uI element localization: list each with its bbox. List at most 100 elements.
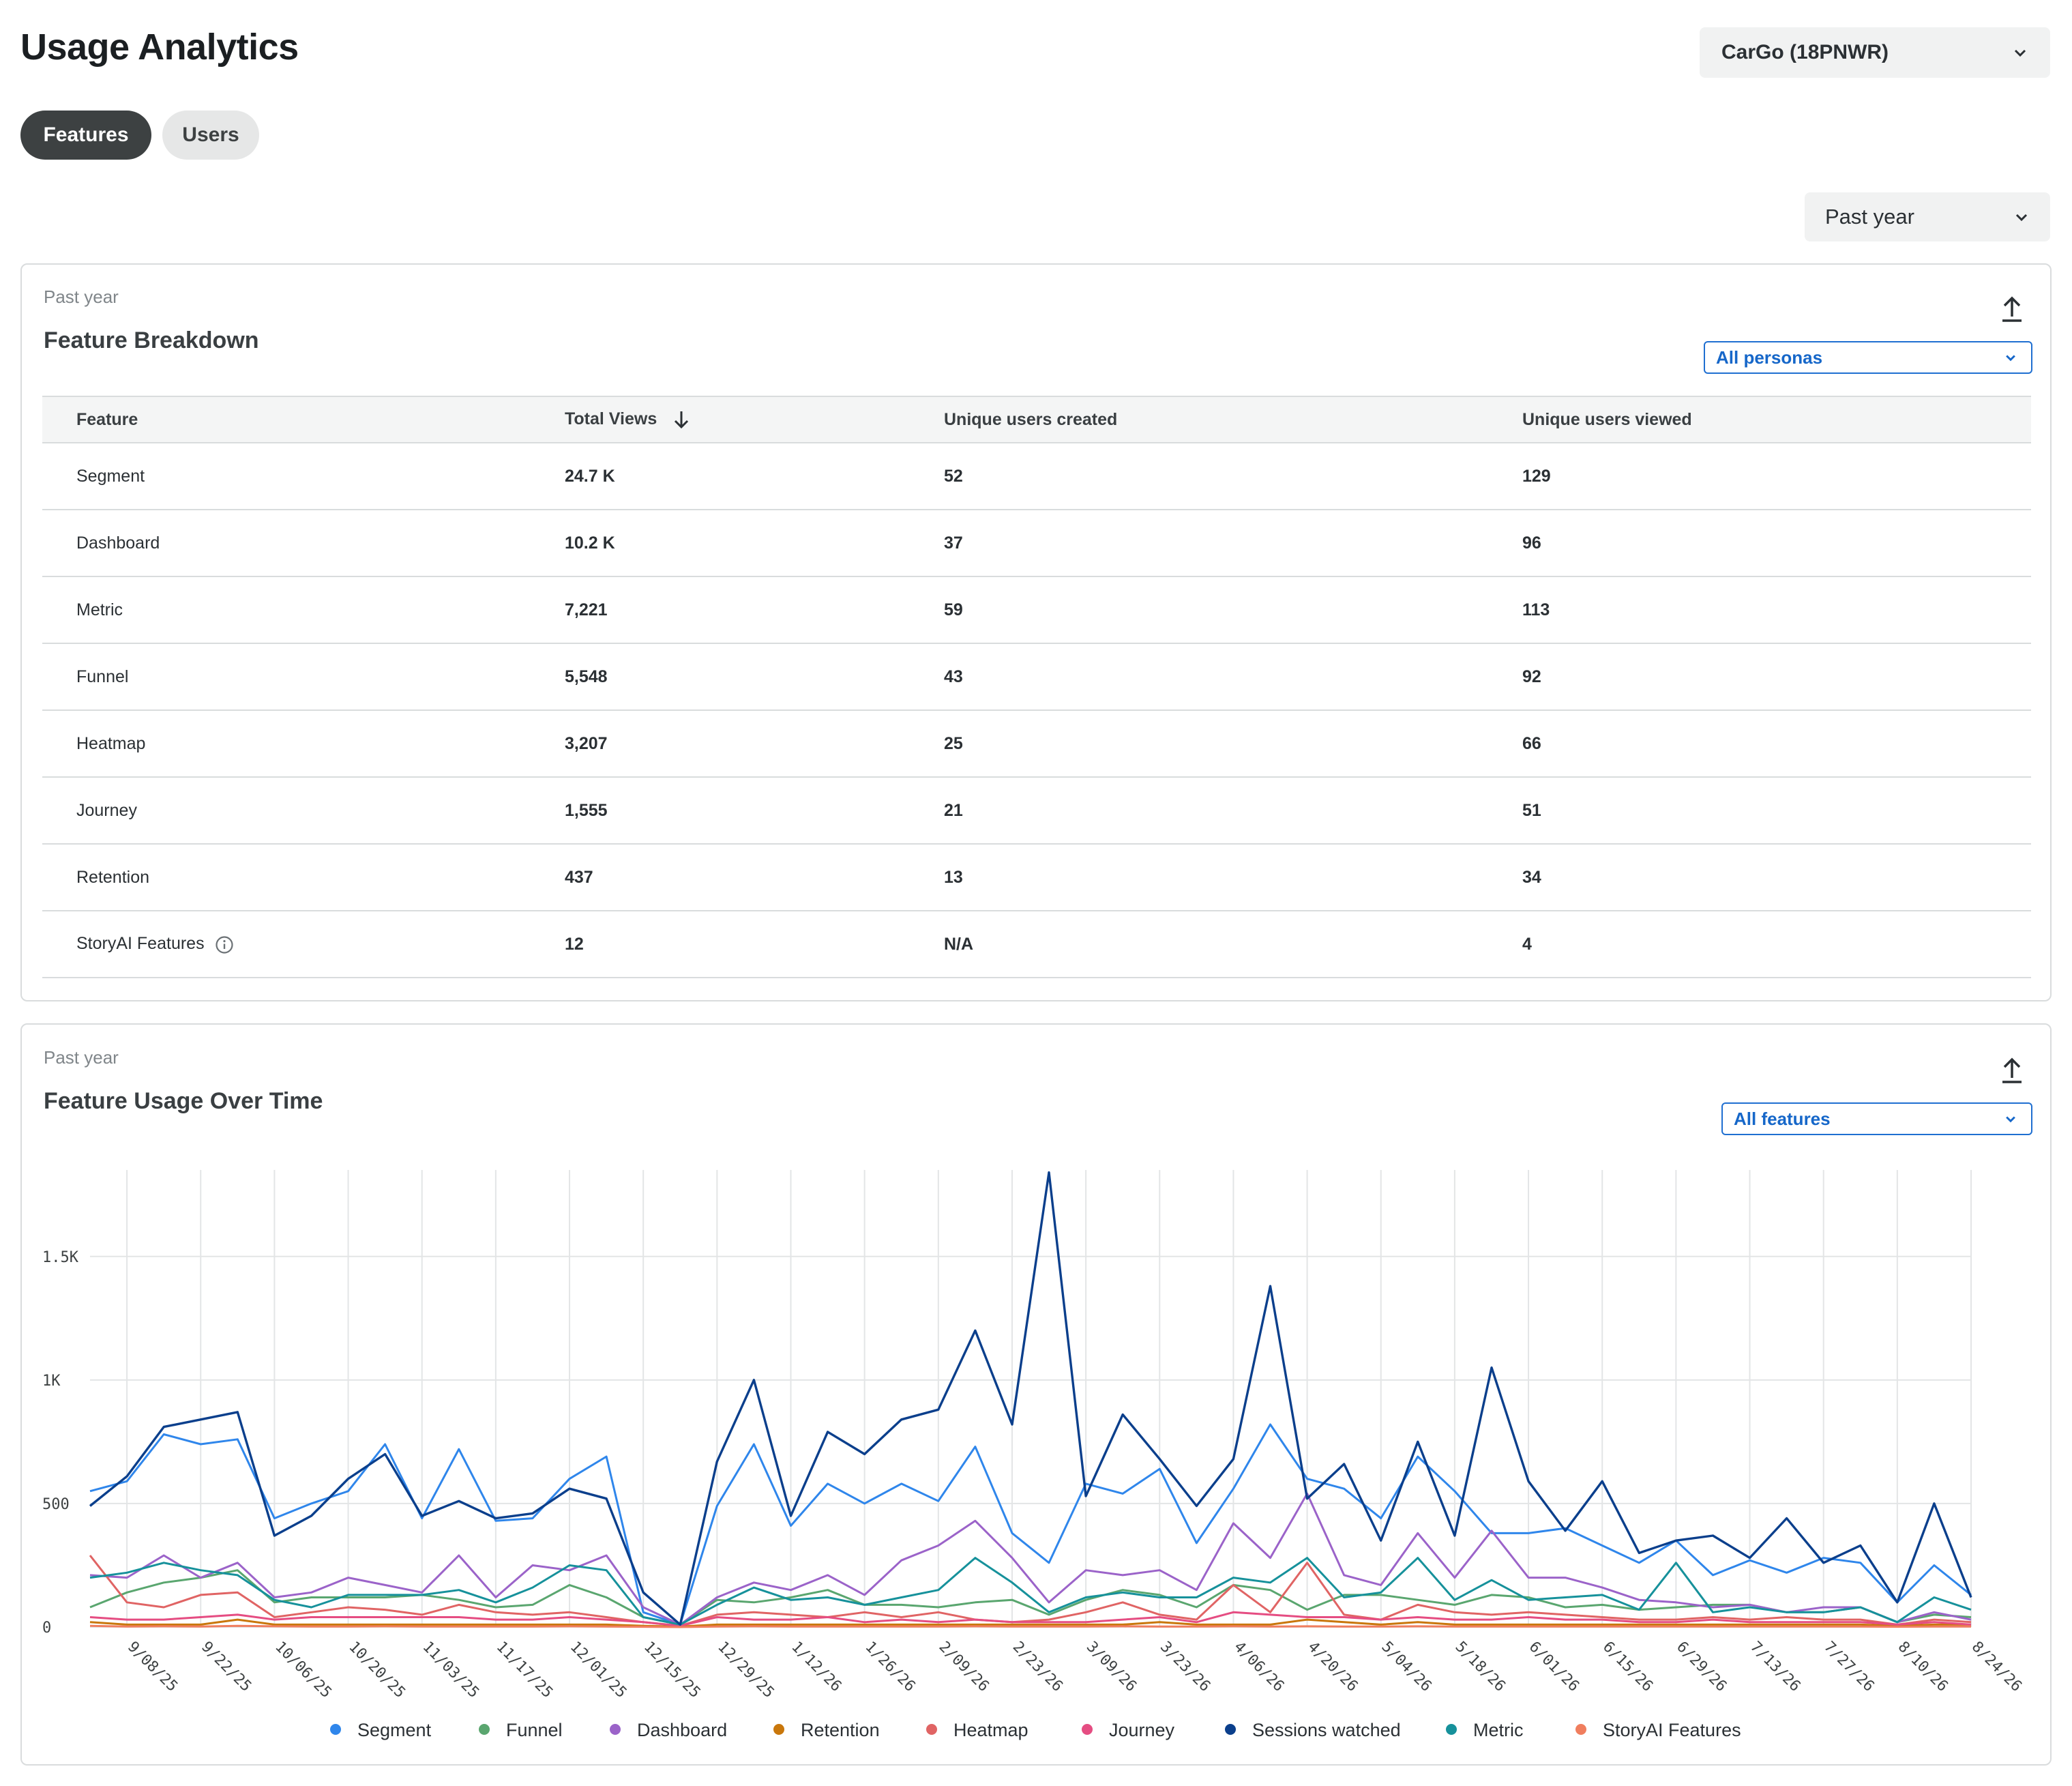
legend-item-dashboard[interactable]: Dashboard xyxy=(610,1720,727,1740)
legend-label: Segment xyxy=(357,1720,432,1740)
x-tick-label: 2/09/26 xyxy=(936,1639,992,1695)
x-tick-label: 6/01/26 xyxy=(1526,1639,1582,1695)
cell-unique-viewed: 92 xyxy=(1522,643,2031,711)
x-tick-label: 6/15/26 xyxy=(1599,1639,1656,1695)
cell-unique-created: 52 xyxy=(944,443,1522,510)
cell-feature: StoryAI Features xyxy=(42,911,565,978)
app-selector-dropdown[interactable]: CarGo (18PNWR) xyxy=(1700,27,2050,78)
series-line-heatmap xyxy=(89,1555,1972,1627)
cell-total-views: 5,548 xyxy=(565,643,944,711)
cell-unique-created: 43 xyxy=(944,643,1522,711)
legend-dot xyxy=(330,1724,341,1735)
table-row[interactable]: Metric 7,221 59 113 xyxy=(42,576,2031,644)
table-row[interactable]: Funnel 5,548 43 92 xyxy=(42,643,2031,711)
x-tick-label: 2/23/26 xyxy=(1009,1639,1066,1695)
legend-label: Funnel xyxy=(506,1720,563,1740)
breakdown-title: Feature Breakdown xyxy=(44,327,259,353)
cell-unique-viewed: 51 xyxy=(1522,777,2031,845)
legend-item-metric[interactable]: Metric xyxy=(1446,1720,1524,1740)
table-row[interactable]: Journey 1,555 21 51 xyxy=(42,777,2031,845)
table-row[interactable]: StoryAI Features 12 N/A 4 xyxy=(42,911,2031,978)
tab-features[interactable]: Features xyxy=(20,111,151,160)
cell-unique-viewed: 129 xyxy=(1522,443,2031,510)
table-row[interactable]: Segment 24.7 K 52 129 xyxy=(42,443,2031,510)
x-tick-label: 6/29/26 xyxy=(1673,1639,1730,1695)
page-title: Usage Analytics xyxy=(20,27,299,68)
info-icon[interactable] xyxy=(215,935,234,954)
legend-item-retention[interactable]: Retention xyxy=(773,1720,880,1740)
chevron-down-icon xyxy=(2006,1116,2015,1123)
x-tick-label: 11/03/25 xyxy=(419,1639,482,1702)
export-icon[interactable] xyxy=(1998,295,2026,325)
y-tick-label: 0 xyxy=(42,1620,51,1637)
time-range-dropdown[interactable]: Past year xyxy=(1805,192,2050,241)
x-tick-label: 5/04/26 xyxy=(1378,1639,1435,1695)
column-header-unique-created[interactable]: Unique users created xyxy=(944,396,1522,443)
legend-item-funnel[interactable]: Funnel xyxy=(479,1720,563,1740)
y-tick-label: 500 xyxy=(42,1496,70,1513)
series-line-metric xyxy=(89,1557,1972,1626)
tab-users[interactable]: Users xyxy=(162,111,259,160)
legend-dot xyxy=(610,1724,621,1735)
column-header-total-views[interactable]: Total Views xyxy=(565,396,944,443)
series-line-sessions-watched xyxy=(89,1171,1972,1626)
column-header-label: Feature xyxy=(76,409,138,429)
breakdown-period-label: Past year xyxy=(44,287,119,307)
x-tick-label: 4/06/26 xyxy=(1230,1639,1287,1695)
cell-feature: Dashboard xyxy=(42,510,565,577)
x-tick-label: 7/27/26 xyxy=(1820,1639,1877,1695)
legend-item-heatmap[interactable]: Heatmap xyxy=(926,1720,1028,1740)
chevron-down-icon xyxy=(2014,49,2026,57)
y-tick-label: 1.5K xyxy=(42,1249,79,1266)
legend-dot xyxy=(926,1724,937,1735)
cell-unique-viewed: 4 xyxy=(1522,911,2031,978)
x-tick-label: 9/22/25 xyxy=(198,1639,254,1695)
x-tick-label: 1/12/26 xyxy=(788,1639,844,1695)
column-header-unique-viewed[interactable]: Unique users viewed xyxy=(1522,396,2031,443)
cell-unique-viewed: 66 xyxy=(1522,710,2031,778)
legend-item-segment[interactable]: Segment xyxy=(330,1720,432,1740)
chart-series xyxy=(89,1171,1972,1628)
sort-descending-icon[interactable] xyxy=(672,409,690,430)
export-icon[interactable] xyxy=(1998,1056,2026,1086)
legend-label: Dashboard xyxy=(637,1720,727,1740)
table-row[interactable]: Retention 437 13 34 xyxy=(42,844,2031,911)
table-row[interactable]: Dashboard 10.2 K 37 96 xyxy=(42,510,2031,577)
usage-title: Feature Usage Over Time xyxy=(44,1088,323,1114)
x-tick-label: 12/01/25 xyxy=(567,1639,630,1702)
x-tick-label: 1/26/26 xyxy=(861,1639,918,1695)
cell-feature: Metric xyxy=(42,576,565,644)
cell-unique-created: 59 xyxy=(944,576,1522,644)
cell-unique-created: 25 xyxy=(944,710,1522,778)
feature-filter-dropdown[interactable]: All features xyxy=(1721,1102,2032,1135)
legend-label: Heatmap xyxy=(953,1720,1028,1740)
cell-feature: Heatmap xyxy=(42,710,565,778)
cell-total-views: 437 xyxy=(565,844,944,911)
series-line-funnel xyxy=(89,1569,1972,1626)
legend-item-sessions-watched[interactable]: Sessions watched xyxy=(1225,1720,1401,1740)
cell-feature: Segment xyxy=(42,443,565,510)
cell-total-views: 3,207 xyxy=(565,710,944,778)
table-row[interactable]: Heatmap 3,207 25 66 xyxy=(42,710,2031,778)
cell-feature: Retention xyxy=(42,844,565,911)
cell-total-views: 12 xyxy=(565,911,944,978)
persona-filter-dropdown[interactable]: All personas xyxy=(1704,341,2032,374)
x-tick-label: 12/15/25 xyxy=(640,1639,704,1702)
series-line-dashboard xyxy=(89,1492,1972,1626)
table-header-row: Feature Total Views Unique users created… xyxy=(42,396,2031,443)
series-line-storyai-features xyxy=(89,1624,1971,1628)
column-header-feature[interactable]: Feature xyxy=(42,396,565,443)
x-tick-label: 5/18/26 xyxy=(1452,1639,1509,1695)
legend-dot xyxy=(1575,1724,1586,1735)
legend-dot xyxy=(773,1724,784,1735)
x-tick-label: 7/13/26 xyxy=(1747,1639,1803,1695)
column-header-label: Unique users viewed xyxy=(1522,409,1692,429)
chevron-down-icon xyxy=(2006,355,2015,362)
legend-item-journey[interactable]: Journey xyxy=(1082,1720,1175,1740)
persona-filter-label: All personas xyxy=(1716,347,1823,368)
legend-item-storyai-features[interactable]: StoryAI Features xyxy=(1575,1720,1741,1740)
feature-filter-label: All features xyxy=(1734,1108,1831,1129)
x-tick-label: 3/09/26 xyxy=(1083,1639,1140,1695)
cell-unique-created: 13 xyxy=(944,844,1522,911)
cell-feature-label: StoryAI Features xyxy=(76,934,205,954)
